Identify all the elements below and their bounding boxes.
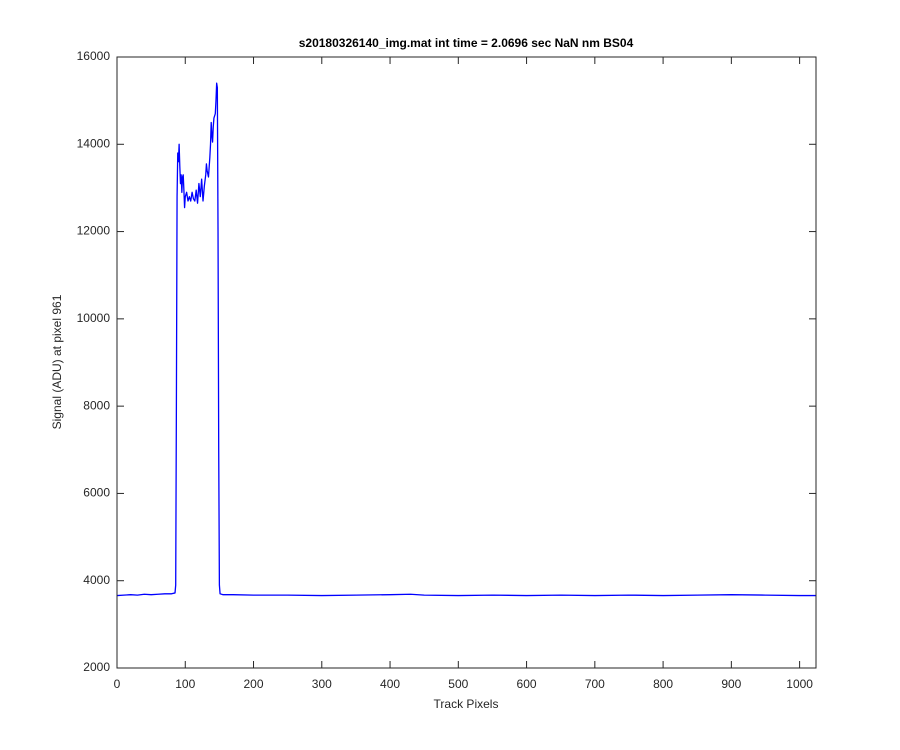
y-tick-label: 2000 bbox=[83, 660, 110, 674]
x-tick-label: 900 bbox=[721, 677, 741, 691]
x-axis-label: Track Pixels bbox=[434, 697, 499, 711]
y-axis-label: Signal (ADU) at pixel 961 bbox=[50, 294, 64, 429]
y-tick-label: 16000 bbox=[77, 49, 111, 63]
x-tick-label: 200 bbox=[244, 677, 264, 691]
y-tick-label: 10000 bbox=[77, 311, 111, 325]
x-tick-label: 600 bbox=[517, 677, 537, 691]
data-line bbox=[116, 82, 816, 597]
x-tick-label: 0 bbox=[114, 677, 121, 691]
y-tick-label: 12000 bbox=[77, 224, 111, 238]
x-tick-label: 1000 bbox=[786, 677, 813, 691]
y-tick-label: 14000 bbox=[77, 136, 111, 150]
x-tick-label: 800 bbox=[653, 677, 673, 691]
y-tick-label: 8000 bbox=[83, 398, 110, 412]
x-tick-label: 400 bbox=[380, 677, 400, 691]
x-tick-label: 300 bbox=[312, 677, 332, 691]
x-tick-label: 500 bbox=[448, 677, 468, 691]
y-tick-label: 4000 bbox=[83, 573, 110, 587]
y-tick-label: 6000 bbox=[83, 486, 110, 500]
x-tick-label: 700 bbox=[585, 677, 605, 691]
plot-frame bbox=[116, 56, 817, 669]
chart-title: s20180326140_img.mat int time = 2.0696 s… bbox=[299, 36, 634, 50]
x-tick-label: 100 bbox=[175, 677, 195, 691]
